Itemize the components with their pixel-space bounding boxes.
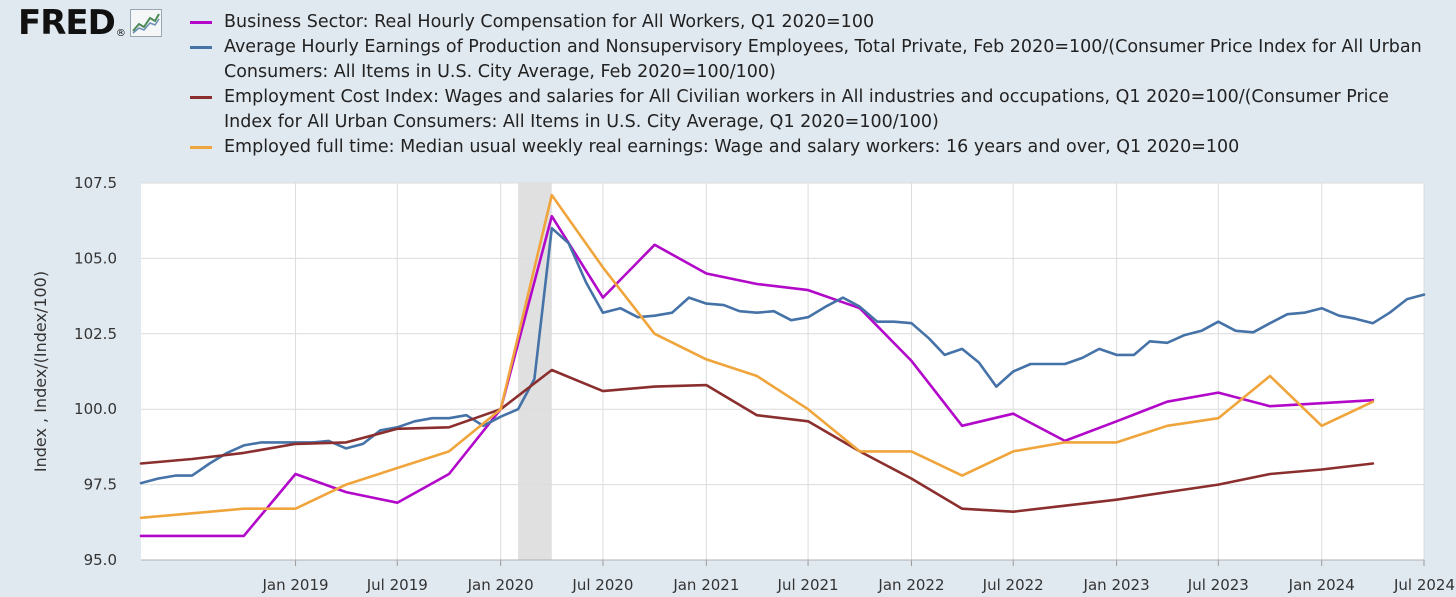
legend-swatch-2 [190,46,212,49]
x-tick-label: Jan 2020 [467,576,534,594]
y-tick-label: 102.5 [74,325,117,343]
y-tick-label: 95.0 [84,551,117,569]
legend-label-3: Employment Cost Index: Wages and salarie… [224,87,1389,132]
y-axis-title: Index , Index/(Index/100) [31,271,50,472]
chart-graph-icon [129,9,162,37]
x-tick-label: Jul 2021 [777,576,839,594]
legend-swatch-1 [190,21,212,24]
registered-mark: ® [115,28,126,39]
series-line-2 [139,226,1426,485]
x-tick-label: Jul 2019 [366,576,428,594]
x-tick-label: Jan 2023 [1083,576,1150,594]
fred-logo-text: FRED [18,3,116,43]
legend-label-2: Average Hourly Earnings of Production an… [224,37,1422,82]
y-tick-label: 100.0 [74,400,117,418]
x-tick-label: Jul 2023 [1187,576,1249,594]
legend-entry-2: Average Hourly Earnings of Production an… [190,35,1436,85]
fred-logo: FRED ® [18,6,162,40]
legend-swatch-4 [190,146,212,149]
y-tick-label: 107.5 [74,174,117,192]
plot-area [141,183,1424,560]
x-tick-label: Jan 2022 [877,576,944,594]
series-line-4 [139,193,1375,520]
legend-label-1: Business Sector: Real Hourly Compensatio… [224,12,875,32]
x-tick-label: Jan 2019 [262,576,329,594]
legend-entry-4: Employed full time: Median usual weekly … [190,135,1436,160]
series-line-3 [139,368,1375,514]
x-tick-label: Jan 2024 [1288,576,1355,594]
x-tick-label: Jul 2020 [571,576,633,594]
series-line-1 [139,214,1375,538]
x-tick-label: Jan 2021 [672,576,739,594]
legend-entry-1: Business Sector: Real Hourly Compensatio… [190,10,1436,35]
legend-entry-3: Employment Cost Index: Wages and salarie… [190,85,1436,135]
y-tick-label: 97.5 [84,476,117,494]
y-tick-label: 105.0 [74,249,117,267]
x-tick-label: Jul 2022 [982,576,1044,594]
x-tick-label: Jul 2024 [1393,576,1455,594]
chart-legend: Business Sector: Real Hourly Compensatio… [190,10,1436,160]
legend-label-4: Employed full time: Median usual weekly … [224,137,1240,157]
legend-swatch-3 [190,96,212,99]
